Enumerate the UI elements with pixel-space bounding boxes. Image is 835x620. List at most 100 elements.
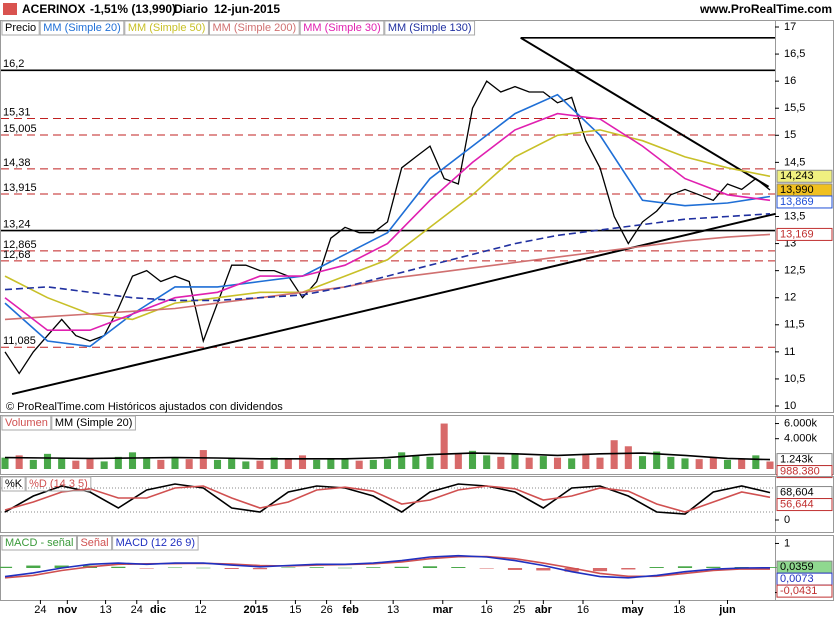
- x-tick-label: jun: [718, 604, 736, 616]
- bar: [582, 453, 590, 469]
- bar: [511, 453, 519, 469]
- level-label: 16,2: [3, 58, 24, 70]
- bar: [723, 459, 732, 469]
- bar: [0, 566, 13, 568]
- period: Diario: [174, 2, 208, 16]
- level-label: 15,005: [3, 123, 37, 135]
- legend-label: Señal: [80, 537, 108, 549]
- bar: [270, 457, 278, 469]
- legend-label: MM (Simple 130): [388, 22, 472, 34]
- bar: [596, 457, 604, 469]
- bar: [621, 568, 636, 570]
- bar: [394, 566, 409, 568]
- bar: [412, 456, 420, 469]
- level-label: 15,31: [3, 106, 31, 118]
- level-label: 12,865: [3, 239, 37, 251]
- bar: [738, 459, 746, 469]
- y-tick-label: 13,5: [784, 210, 805, 222]
- bar: [454, 453, 462, 469]
- last-value-label: 14,243: [780, 170, 814, 182]
- bar: [483, 455, 491, 469]
- legend-label: MM (Simple 20): [43, 22, 121, 34]
- y-tick-label: 16: [784, 75, 796, 87]
- bar: [762, 567, 778, 568]
- y-tick-label: 16,5: [784, 48, 805, 60]
- bar: [252, 568, 268, 570]
- last-value-label: 0,0359: [780, 561, 814, 573]
- x-tick-label: 16: [481, 604, 493, 616]
- bar: [766, 461, 774, 469]
- level-label: 14,38: [3, 157, 31, 169]
- bar: [128, 452, 137, 469]
- legend-label: %D (14 3 5): [29, 478, 88, 490]
- bar: [592, 568, 608, 572]
- bar: [327, 458, 335, 469]
- bar: [479, 568, 494, 569]
- bar: [426, 456, 434, 469]
- x-tick-label: 24: [34, 604, 46, 616]
- x-tick-label: 26: [320, 604, 332, 616]
- legend-label: MM (Simple 200): [212, 22, 296, 34]
- footer: © ProRealTime.com Históricos ajustados c…: [6, 401, 283, 413]
- level-label: 12,68: [3, 249, 31, 261]
- site: www.ProRealTime.com: [699, 2, 832, 16]
- bar: [553, 457, 562, 469]
- bar: [298, 455, 307, 469]
- x-tick-label: dic: [150, 604, 166, 616]
- change: -1,51% (13,990): [90, 2, 176, 16]
- series-line: [4, 213, 771, 302]
- x-tick-label: 13: [99, 604, 111, 616]
- last-value-box: [776, 465, 833, 479]
- bar: [29, 459, 37, 469]
- y-tick-label: 12: [784, 292, 796, 304]
- trend-line: [11, 212, 776, 396]
- last-value-label: 13,990: [780, 184, 814, 196]
- x-tick-label: abr: [535, 604, 553, 616]
- bar: [337, 567, 353, 569]
- last-value-box: [776, 169, 833, 183]
- bar: [196, 567, 211, 569]
- bar: [284, 459, 292, 469]
- legend-label: MACD - señal: [5, 537, 73, 549]
- x-tick-label: feb: [342, 604, 359, 616]
- bar: [468, 450, 477, 469]
- bar: [58, 458, 66, 469]
- bar: [695, 459, 703, 469]
- bar: [72, 460, 80, 469]
- bar: [383, 459, 392, 469]
- x-tick-label: mar: [433, 604, 454, 616]
- series-line: [4, 452, 771, 461]
- bar: [667, 456, 675, 469]
- bar: [199, 450, 207, 469]
- x-tick-label: 16: [577, 604, 589, 616]
- bar: [256, 460, 264, 469]
- bar: [568, 458, 576, 469]
- legend-label: MACD (12 26 9): [116, 537, 195, 549]
- bar: [228, 458, 236, 469]
- bar: [398, 452, 406, 469]
- bar: [709, 457, 717, 469]
- last-value-label: -0,0431: [780, 585, 817, 597]
- last-value-label: 56,644: [780, 498, 814, 510]
- x-tick-label: 25: [513, 604, 525, 616]
- bar: [114, 456, 122, 469]
- legend-label: %K: [5, 478, 23, 490]
- axis-frame: [775, 476, 834, 533]
- legend-label: MM (Simple 20): [55, 417, 133, 429]
- x-tick-label: 15: [289, 604, 301, 616]
- series-line: [4, 554, 771, 579]
- bar: [497, 456, 505, 469]
- bar: [507, 568, 523, 570]
- x-tick-label: nov: [58, 604, 78, 616]
- bar: [26, 565, 41, 568]
- bar: [536, 568, 551, 571]
- bar: [157, 459, 165, 469]
- bar: [752, 455, 760, 469]
- bar: [369, 459, 377, 469]
- last-value-label: 68,604: [780, 486, 814, 498]
- bar: [677, 566, 693, 568]
- bar: [564, 568, 579, 572]
- x-tick-label: 2015: [244, 604, 268, 616]
